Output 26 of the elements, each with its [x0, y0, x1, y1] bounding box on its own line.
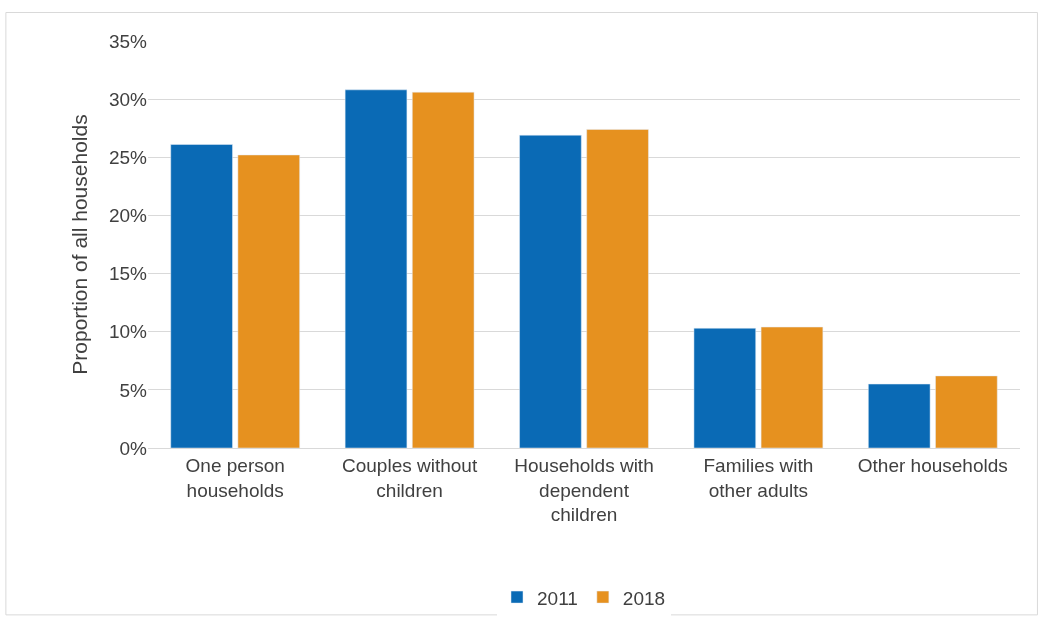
bar	[519, 134, 582, 448]
x-tick-label: Households with dependent children	[514, 454, 654, 526]
y-tick-label: 30%	[108, 88, 148, 110]
x-tick-label: Couples without children	[342, 454, 478, 501]
y-tick-label: 10%	[108, 321, 148, 343]
bar	[693, 327, 756, 448]
y-tick-label: 20%	[108, 205, 148, 227]
bar	[412, 91, 475, 448]
bar	[586, 129, 649, 448]
y-tick-label: 35%	[108, 30, 148, 52]
y-tick-label: 0%	[119, 437, 148, 459]
legend-label: 2011	[537, 587, 578, 609]
bar	[170, 144, 233, 448]
x-tick-label: One person households	[185, 454, 285, 501]
bar	[935, 375, 998, 448]
bar	[760, 326, 824, 448]
x-tick-label: Families with other adults	[703, 454, 814, 501]
y-tick-label: 15%	[108, 263, 148, 285]
bar	[344, 89, 408, 448]
bar	[868, 383, 931, 448]
bar	[237, 154, 300, 448]
y-tick-label: 5%	[119, 379, 148, 401]
x-tick-label: Other households	[857, 454, 1008, 476]
y-tick-label: 25%	[108, 146, 148, 168]
legend-label: 2018	[622, 587, 666, 609]
y-axis-title: Proportion of all households	[68, 114, 92, 375]
